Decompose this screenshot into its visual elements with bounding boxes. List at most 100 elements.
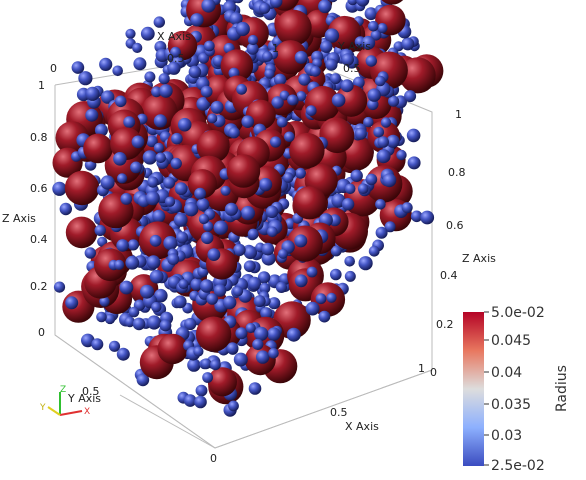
small-sphere xyxy=(127,239,139,251)
z-tick-left-04: 0.4 xyxy=(30,233,48,246)
small-sphere xyxy=(130,161,142,174)
small-sphere xyxy=(91,338,104,351)
z-tick-left-02: 0.2 xyxy=(30,280,48,293)
z-tick-right-06: 0.6 xyxy=(446,219,464,232)
small-sphere xyxy=(228,127,240,139)
colorbar-label-003: 0.03 xyxy=(491,428,522,444)
small-sphere xyxy=(200,279,214,293)
y-tick-top-1: 1 xyxy=(455,108,462,121)
sphere-cloud xyxy=(52,0,444,417)
small-sphere xyxy=(140,26,155,41)
small-sphere xyxy=(407,156,421,170)
small-sphere xyxy=(363,116,374,128)
small-sphere xyxy=(145,191,160,206)
large-sphere xyxy=(83,133,113,164)
small-sphere xyxy=(213,284,227,297)
small-sphere xyxy=(330,73,342,85)
small-sphere xyxy=(305,301,320,316)
small-sphere xyxy=(190,13,204,27)
small-sphere xyxy=(94,224,106,237)
small-sphere xyxy=(243,245,258,260)
y-tick-top-05: 0.5 xyxy=(343,62,361,75)
small-sphere xyxy=(298,73,311,86)
large-sphere xyxy=(207,367,237,397)
large-sphere xyxy=(141,93,178,130)
small-sphere xyxy=(382,173,397,188)
small-sphere xyxy=(173,295,187,309)
small-sphere xyxy=(84,247,97,259)
small-sphere xyxy=(158,73,170,85)
small-sphere xyxy=(271,96,284,109)
small-sphere xyxy=(287,94,299,106)
large-sphere xyxy=(65,216,98,249)
small-sphere xyxy=(279,90,290,101)
small-sphere xyxy=(201,231,214,245)
small-sphere xyxy=(240,206,255,221)
small-sphere xyxy=(99,296,110,307)
z-tick-left-08: 0.8 xyxy=(30,131,48,144)
y-tick-bottom-05: 0.5 xyxy=(82,385,100,398)
small-sphere xyxy=(153,114,167,128)
small-sphere xyxy=(183,394,197,407)
small-sphere xyxy=(229,12,243,26)
small-sphere xyxy=(268,348,279,359)
x-axis-title-top: X Axis xyxy=(157,30,191,43)
small-sphere xyxy=(254,326,269,341)
small-sphere xyxy=(171,132,183,145)
small-sphere xyxy=(176,231,189,244)
small-sphere xyxy=(330,268,342,281)
small-sphere xyxy=(243,260,256,273)
small-sphere xyxy=(85,108,99,122)
small-sphere xyxy=(112,65,123,77)
small-sphere xyxy=(375,199,386,210)
z-tick-right-04: 0.4 xyxy=(440,269,458,282)
small-sphere xyxy=(196,97,211,111)
colorbar-label-004: 0.04 xyxy=(491,365,522,381)
large-sphere xyxy=(335,84,368,117)
small-sphere xyxy=(295,167,306,179)
small-sphere xyxy=(203,40,215,52)
small-sphere xyxy=(173,213,188,227)
small-sphere xyxy=(331,93,346,107)
small-sphere xyxy=(404,90,417,103)
small-sphere xyxy=(296,91,307,102)
small-sphere xyxy=(222,295,237,310)
small-sphere xyxy=(131,135,145,149)
large-sphere xyxy=(275,9,312,46)
small-sphere xyxy=(203,221,214,232)
small-sphere xyxy=(167,253,180,266)
z-axis-title-left: Z Axis xyxy=(2,212,36,225)
small-sphere xyxy=(116,347,130,361)
small-sphere xyxy=(183,202,199,217)
small-sphere xyxy=(195,384,208,397)
small-sphere xyxy=(213,220,228,235)
small-sphere xyxy=(396,149,407,161)
small-sphere xyxy=(330,245,342,257)
small-sphere xyxy=(354,127,367,140)
small-sphere xyxy=(259,2,271,14)
y-axis-arrow xyxy=(47,406,61,416)
small-sphere xyxy=(114,95,127,108)
small-sphere xyxy=(241,115,254,128)
z-tick-right-0: 0 xyxy=(430,366,437,379)
small-sphere xyxy=(117,173,128,184)
x-axis-arrow xyxy=(59,410,83,416)
small-sphere xyxy=(188,65,202,79)
small-sphere xyxy=(358,256,373,271)
small-sphere xyxy=(273,73,287,86)
small-sphere xyxy=(96,311,107,323)
small-sphere xyxy=(146,255,161,270)
small-sphere xyxy=(233,0,244,4)
x-axis-title-bottom: X Axis xyxy=(345,420,379,433)
small-sphere xyxy=(365,55,377,67)
small-sphere xyxy=(196,198,210,212)
small-sphere xyxy=(81,333,95,348)
small-sphere xyxy=(210,100,224,114)
small-sphere xyxy=(104,313,116,325)
small-sphere xyxy=(305,105,317,116)
small-sphere xyxy=(370,29,382,41)
small-sphere xyxy=(178,279,189,290)
small-sphere xyxy=(201,0,216,13)
